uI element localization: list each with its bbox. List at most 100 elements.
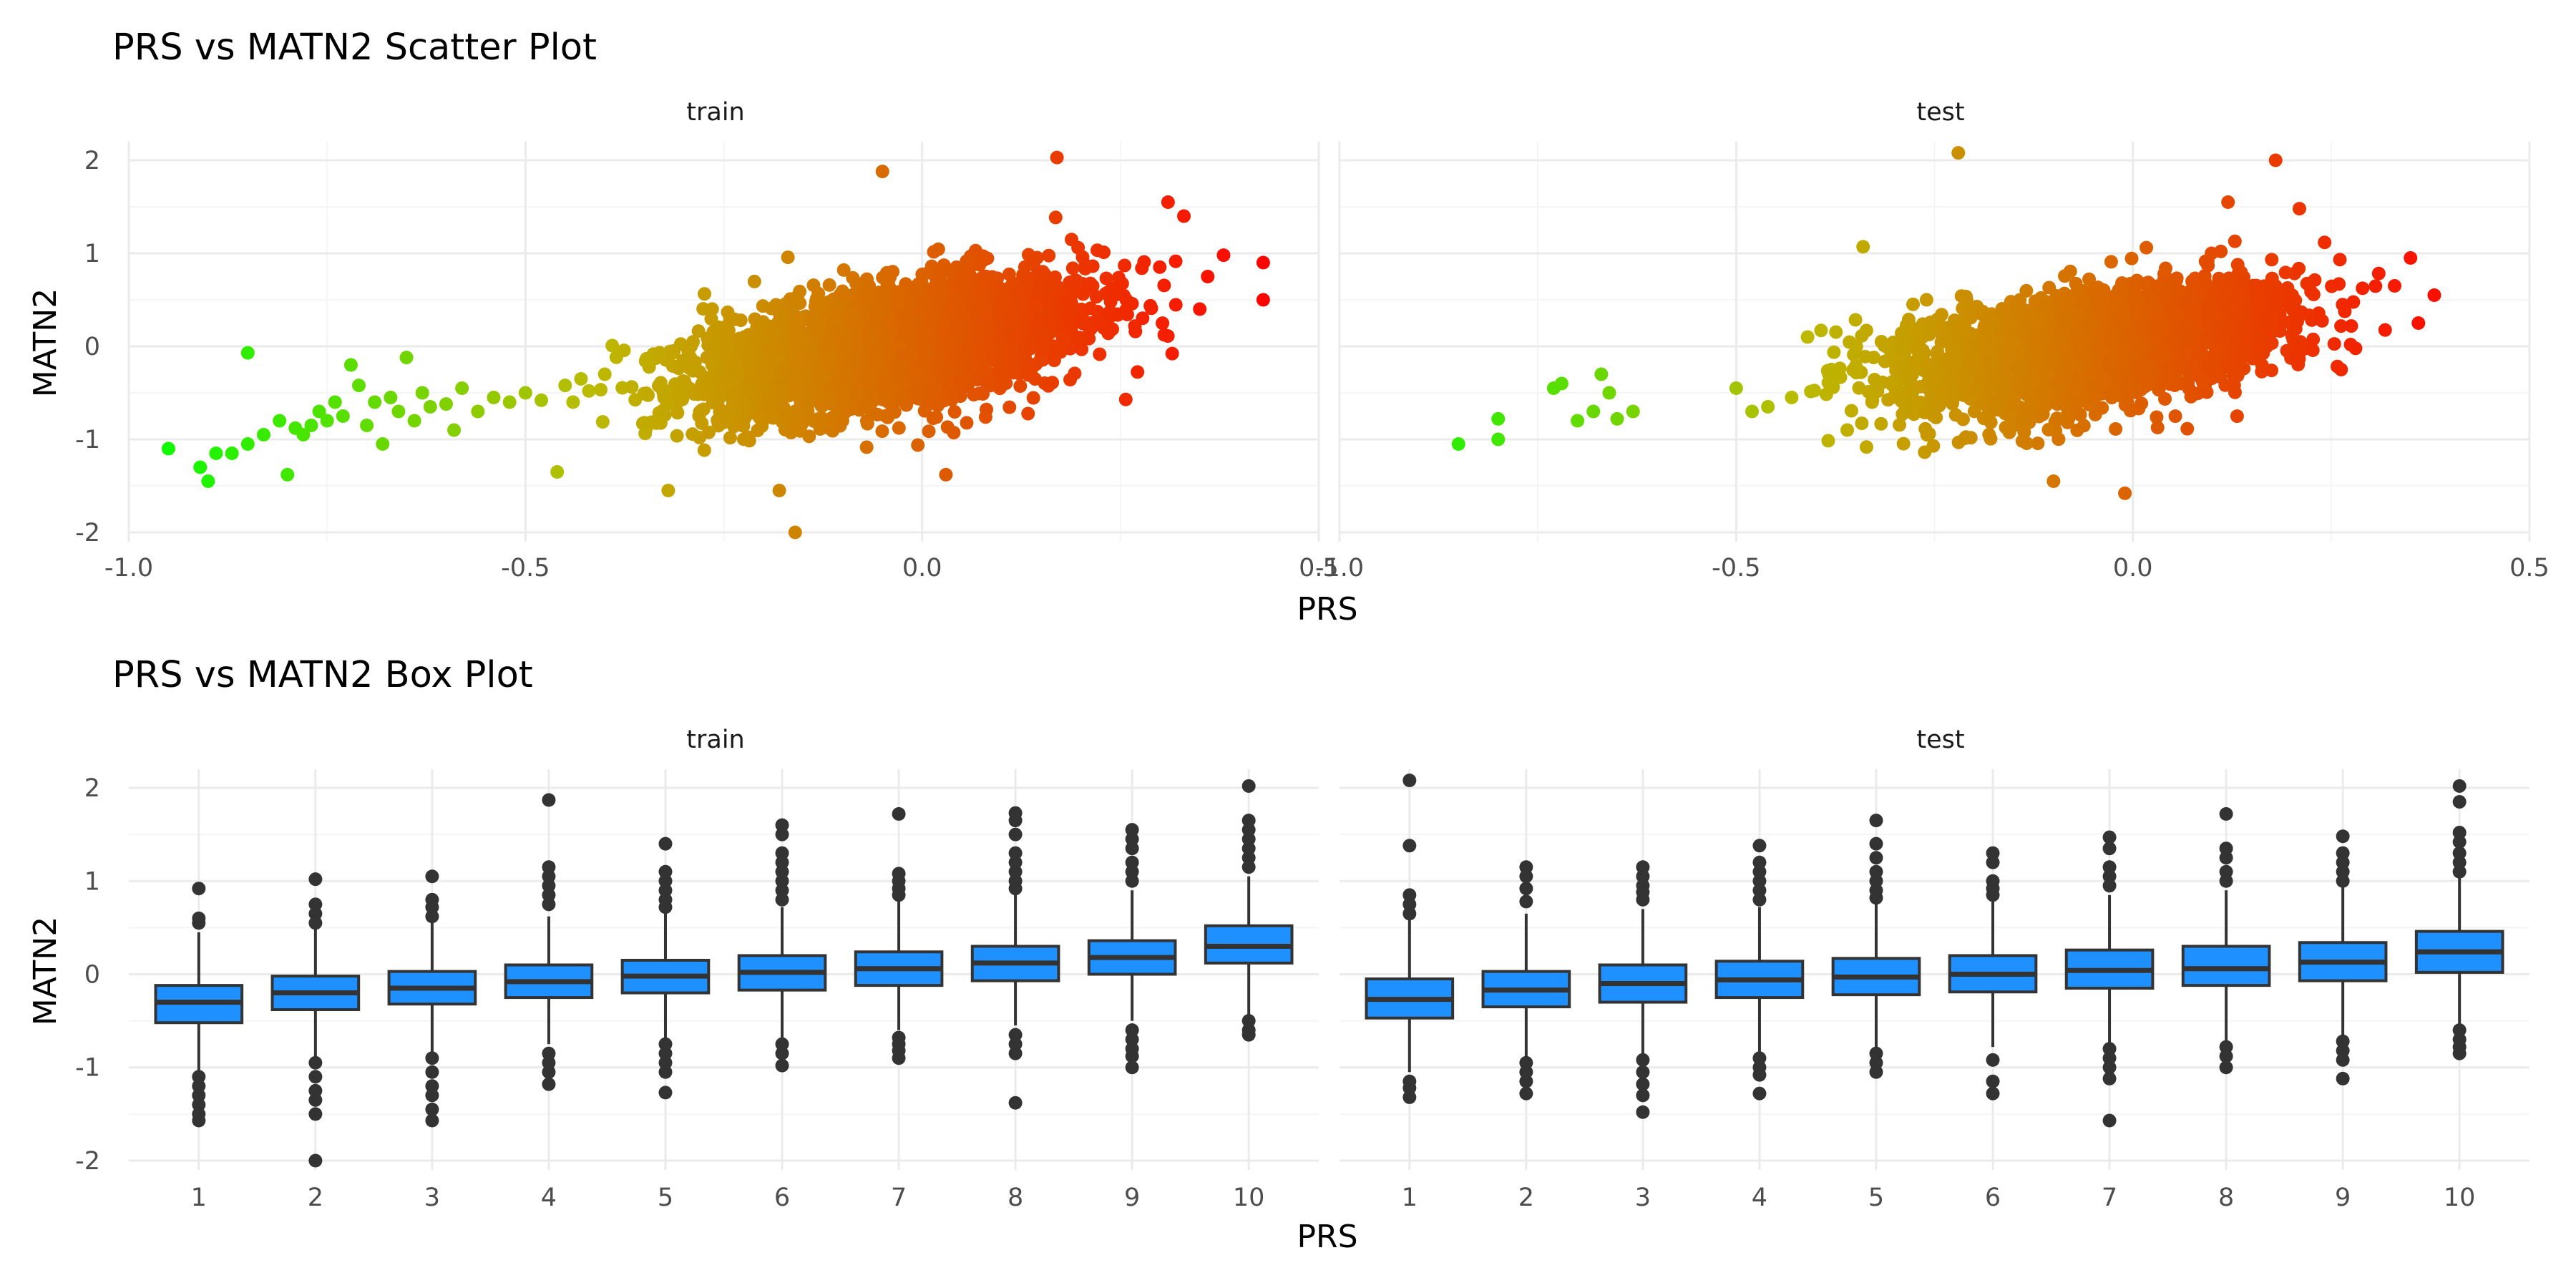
scatter-point bbox=[871, 341, 885, 356]
scatter-point bbox=[859, 440, 874, 454]
scatter-point bbox=[805, 384, 819, 398]
scatter-point bbox=[755, 353, 769, 368]
scatter-point bbox=[1068, 366, 1082, 381]
scatter-point bbox=[909, 385, 924, 399]
scatter-point bbox=[836, 263, 851, 277]
scatter-point bbox=[844, 402, 858, 416]
scatter-point bbox=[892, 297, 906, 311]
scatter-point bbox=[1135, 261, 1149, 275]
scatter-point bbox=[716, 351, 731, 365]
scatter-point bbox=[1078, 258, 1093, 273]
scatter-point bbox=[979, 269, 993, 283]
scatter-point bbox=[273, 414, 287, 428]
scatter-point bbox=[814, 366, 828, 381]
scatter-point bbox=[660, 397, 674, 411]
scatter-point bbox=[969, 303, 983, 318]
scatter-point bbox=[1920, 428, 1934, 442]
x-tick-label: -1.0 bbox=[1315, 554, 1364, 582]
scatter-point bbox=[736, 334, 751, 348]
scatter-point bbox=[942, 334, 956, 348]
scatter-point bbox=[574, 372, 588, 386]
scatter-point bbox=[1918, 445, 1932, 459]
scatter-point bbox=[201, 474, 215, 488]
y-tick-label: 2 bbox=[84, 147, 100, 175]
scatter-point bbox=[869, 301, 884, 316]
scatter-point bbox=[933, 269, 947, 283]
scatter-point bbox=[822, 278, 836, 292]
scatter-point bbox=[518, 386, 532, 400]
scatter-point bbox=[986, 351, 1000, 365]
scatter-point bbox=[625, 380, 639, 394]
scatter-point bbox=[1030, 298, 1044, 313]
scatter-point bbox=[937, 313, 952, 328]
scatter-point bbox=[1874, 416, 1888, 431]
scatter-point bbox=[980, 402, 994, 416]
scatter-point bbox=[917, 298, 932, 313]
scatter-point bbox=[1021, 406, 1035, 421]
x-tick-label: -1.0 bbox=[104, 554, 153, 582]
scatter-point bbox=[891, 369, 905, 383]
scatter-point bbox=[705, 358, 719, 372]
scatter-point bbox=[1067, 275, 1081, 290]
scatter-point bbox=[808, 330, 822, 344]
scatter-point bbox=[2327, 337, 2341, 351]
scatter-point bbox=[2109, 422, 2123, 436]
scatter-point bbox=[947, 405, 962, 419]
scatter-point bbox=[360, 419, 374, 432]
scatter-point bbox=[240, 437, 255, 451]
scatter-point bbox=[1131, 365, 1145, 379]
scatter-point bbox=[2228, 234, 2242, 248]
scatter-point bbox=[597, 367, 612, 381]
scatter-point bbox=[1064, 233, 1078, 247]
scatter-point bbox=[899, 348, 913, 363]
scatter-point bbox=[1934, 308, 1948, 322]
scatter-point bbox=[775, 384, 789, 399]
scatter-point bbox=[1201, 270, 1215, 283]
scatter-point bbox=[731, 369, 745, 383]
scatter-point bbox=[1065, 261, 1080, 275]
scatter-point bbox=[1896, 436, 1911, 451]
scatter-point bbox=[696, 402, 711, 416]
scatter-point bbox=[1036, 266, 1050, 280]
scatter-point bbox=[992, 331, 1006, 346]
scatter-point bbox=[1053, 304, 1067, 318]
scatter-point bbox=[736, 432, 751, 447]
scatter-point bbox=[747, 274, 761, 288]
scatter-point bbox=[1073, 331, 1087, 345]
scatter-point bbox=[800, 397, 814, 411]
scatter-point bbox=[670, 429, 684, 443]
scatter-point bbox=[670, 406, 685, 420]
scatter-point bbox=[635, 416, 650, 431]
scatter-point bbox=[439, 397, 453, 411]
y-tick-label: 1 bbox=[84, 240, 100, 268]
scatter-point bbox=[766, 411, 781, 425]
scatter-point bbox=[930, 410, 944, 424]
scatter-point bbox=[280, 467, 295, 482]
scatter-point bbox=[1161, 195, 1175, 209]
scatter-point bbox=[1119, 303, 1133, 317]
y-tick-label: -1 bbox=[75, 426, 100, 454]
scatter-point bbox=[1007, 314, 1021, 328]
scatter-point bbox=[407, 414, 421, 428]
scatter-point bbox=[999, 376, 1013, 391]
scatter-point bbox=[895, 390, 909, 404]
scatter-point bbox=[471, 404, 485, 419]
scatter-point bbox=[1829, 325, 1843, 339]
scatter-point bbox=[1827, 345, 1841, 359]
scatter-point bbox=[934, 288, 948, 303]
scatter-point bbox=[609, 350, 623, 364]
scatter-point bbox=[1193, 302, 1207, 316]
scatter-point bbox=[796, 340, 811, 354]
scatter-point bbox=[748, 376, 762, 391]
scatter-point bbox=[328, 395, 342, 409]
scatter-point bbox=[721, 323, 736, 338]
scatter-point bbox=[1906, 297, 1921, 311]
scatter-point bbox=[728, 312, 742, 326]
scatter-point bbox=[1844, 404, 1858, 418]
scatter-point bbox=[784, 374, 799, 388]
scatter-point bbox=[2333, 253, 2347, 267]
scatter-point bbox=[721, 336, 735, 350]
scatter-point bbox=[772, 484, 786, 497]
scatter-point bbox=[1024, 340, 1038, 354]
scatter-point bbox=[867, 353, 881, 367]
